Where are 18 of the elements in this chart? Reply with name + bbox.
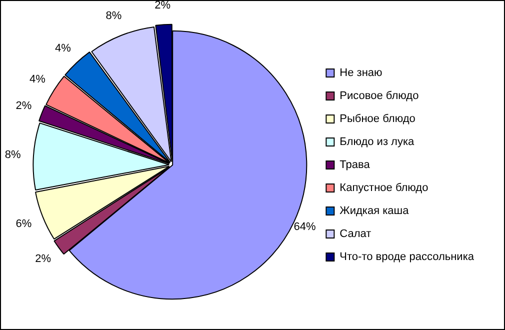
data-label: 6% [16,218,32,230]
data-label: 64% [294,221,316,234]
data-label: 4% [55,42,72,54]
legend-label: Рисовое блюдо [340,90,419,102]
legend-label: Рыбное блюдо [340,113,416,126]
data-label: 2% [35,253,52,266]
legend-label: Жидкая каша [340,205,410,218]
data-label: 4% [29,73,46,86]
data-label: 8% [4,148,21,161]
legend-label: Не знаю [340,67,382,80]
data-label: 8% [106,10,122,22]
legend-label: Капустное блюдо [340,182,428,194]
data-label: 2% [154,0,171,12]
data-label: 2% [16,100,32,112]
legend-label: Блюдо из лука [340,136,416,148]
legend-label: Что-то вроде рассольника [340,251,475,264]
legend-label: Салат [340,228,372,240]
legend-label: Трава [340,159,371,172]
